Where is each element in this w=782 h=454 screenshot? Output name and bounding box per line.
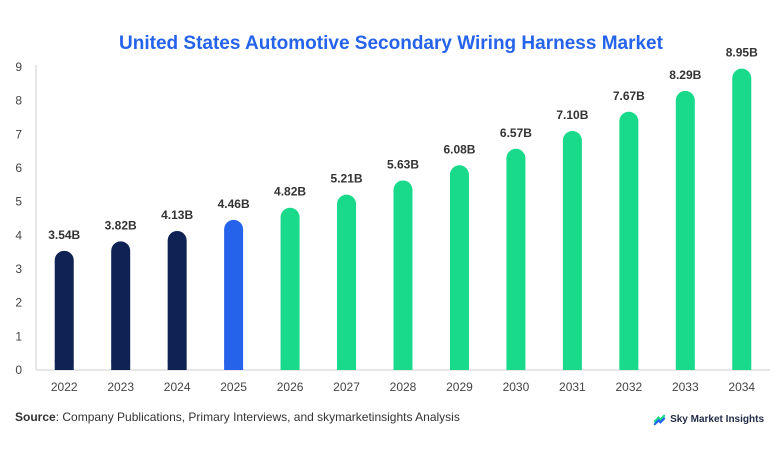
bar-2030 [506, 148, 526, 370]
bar-2022 [54, 250, 74, 370]
bar-base-2034 [732, 360, 752, 370]
bar-base-2025 [224, 360, 244, 370]
bar-2025 [224, 219, 244, 370]
bar-2026 [280, 207, 300, 370]
brand: Sky Market Insights [653, 413, 764, 426]
y-tick-label: 5 [15, 195, 22, 209]
bar-base-2031 [562, 360, 582, 370]
bar-2031 [562, 130, 582, 370]
x-tick-label-2024: 2024 [164, 380, 191, 394]
bar-base-2023 [111, 360, 131, 370]
bar-2034 [732, 68, 752, 370]
value-label-2022: 3.54B [48, 228, 80, 242]
bar-base-2024 [167, 360, 187, 370]
x-tick-label-2023: 2023 [107, 380, 134, 394]
bar-base-2028 [393, 360, 413, 370]
value-label-2033: 8.29B [669, 68, 701, 82]
value-label-2027: 5.21B [331, 172, 363, 186]
x-tick-label-2022: 2022 [51, 380, 78, 394]
value-label-2025: 4.46B [218, 197, 250, 211]
value-label-2023: 3.82B [105, 218, 137, 232]
value-label-2032: 7.67B [613, 89, 645, 103]
chart-title: United States Automotive Secondary Wirin… [119, 33, 663, 54]
sky-market-insights-logo-icon [653, 414, 666, 426]
y-tick-label: 2 [15, 296, 22, 310]
x-tick-label-2034: 2034 [728, 380, 755, 394]
x-tick-label-2029: 2029 [446, 380, 473, 394]
source-note: Source: Company Publications, Primary In… [15, 410, 460, 424]
bar-base-2029 [449, 360, 469, 370]
bar-2032 [619, 111, 639, 370]
y-tick-label: 0 [15, 363, 22, 377]
y-tick-label: 7 [15, 127, 22, 141]
y-tick-label: 8 [15, 94, 22, 108]
bar-base-2022 [54, 360, 74, 370]
x-tick-label-2033: 2033 [672, 380, 699, 394]
bar-base-2030 [506, 360, 526, 370]
x-tick-label-2030: 2030 [503, 380, 530, 394]
x-tick-label-2026: 2026 [277, 380, 304, 394]
source-label: Source [15, 410, 56, 424]
value-label-2031: 7.10B [556, 108, 588, 122]
x-tick-label-2031: 2031 [559, 380, 586, 394]
y-tick-label: 4 [15, 228, 22, 242]
value-label-2034: 8.95B [726, 46, 758, 60]
x-tick-label-2028: 2028 [390, 380, 417, 394]
value-label-2024: 4.13B [161, 208, 193, 222]
x-tick-label-2027: 2027 [333, 380, 360, 394]
y-tick-label: 3 [15, 262, 22, 276]
source-text: : Company Publications, Primary Intervie… [55, 410, 460, 424]
bar-2024 [167, 230, 187, 370]
bar-2023 [111, 241, 131, 370]
value-label-2030: 6.57B [500, 126, 532, 140]
value-label-2026: 4.82B [274, 185, 306, 199]
bar-2027 [337, 194, 357, 370]
value-label-2029: 6.08B [443, 142, 475, 156]
value-label-2028: 5.63B [387, 157, 419, 171]
x-tick-label-2032: 2032 [615, 380, 642, 394]
bar-2028 [393, 180, 413, 370]
brand-name: Sky Market Insights [670, 414, 764, 425]
x-tick-label-2025: 2025 [220, 380, 247, 394]
y-tick-label: 9 [15, 60, 22, 74]
bar-base-2032 [619, 360, 639, 370]
bar-2033 [675, 90, 695, 371]
bar-base-2027 [337, 360, 357, 370]
bar-base-2026 [280, 360, 300, 370]
bar-base-2033 [675, 360, 695, 370]
bar-2029 [449, 165, 469, 370]
y-tick-label: 1 [15, 329, 22, 343]
y-tick-label: 6 [15, 161, 22, 175]
